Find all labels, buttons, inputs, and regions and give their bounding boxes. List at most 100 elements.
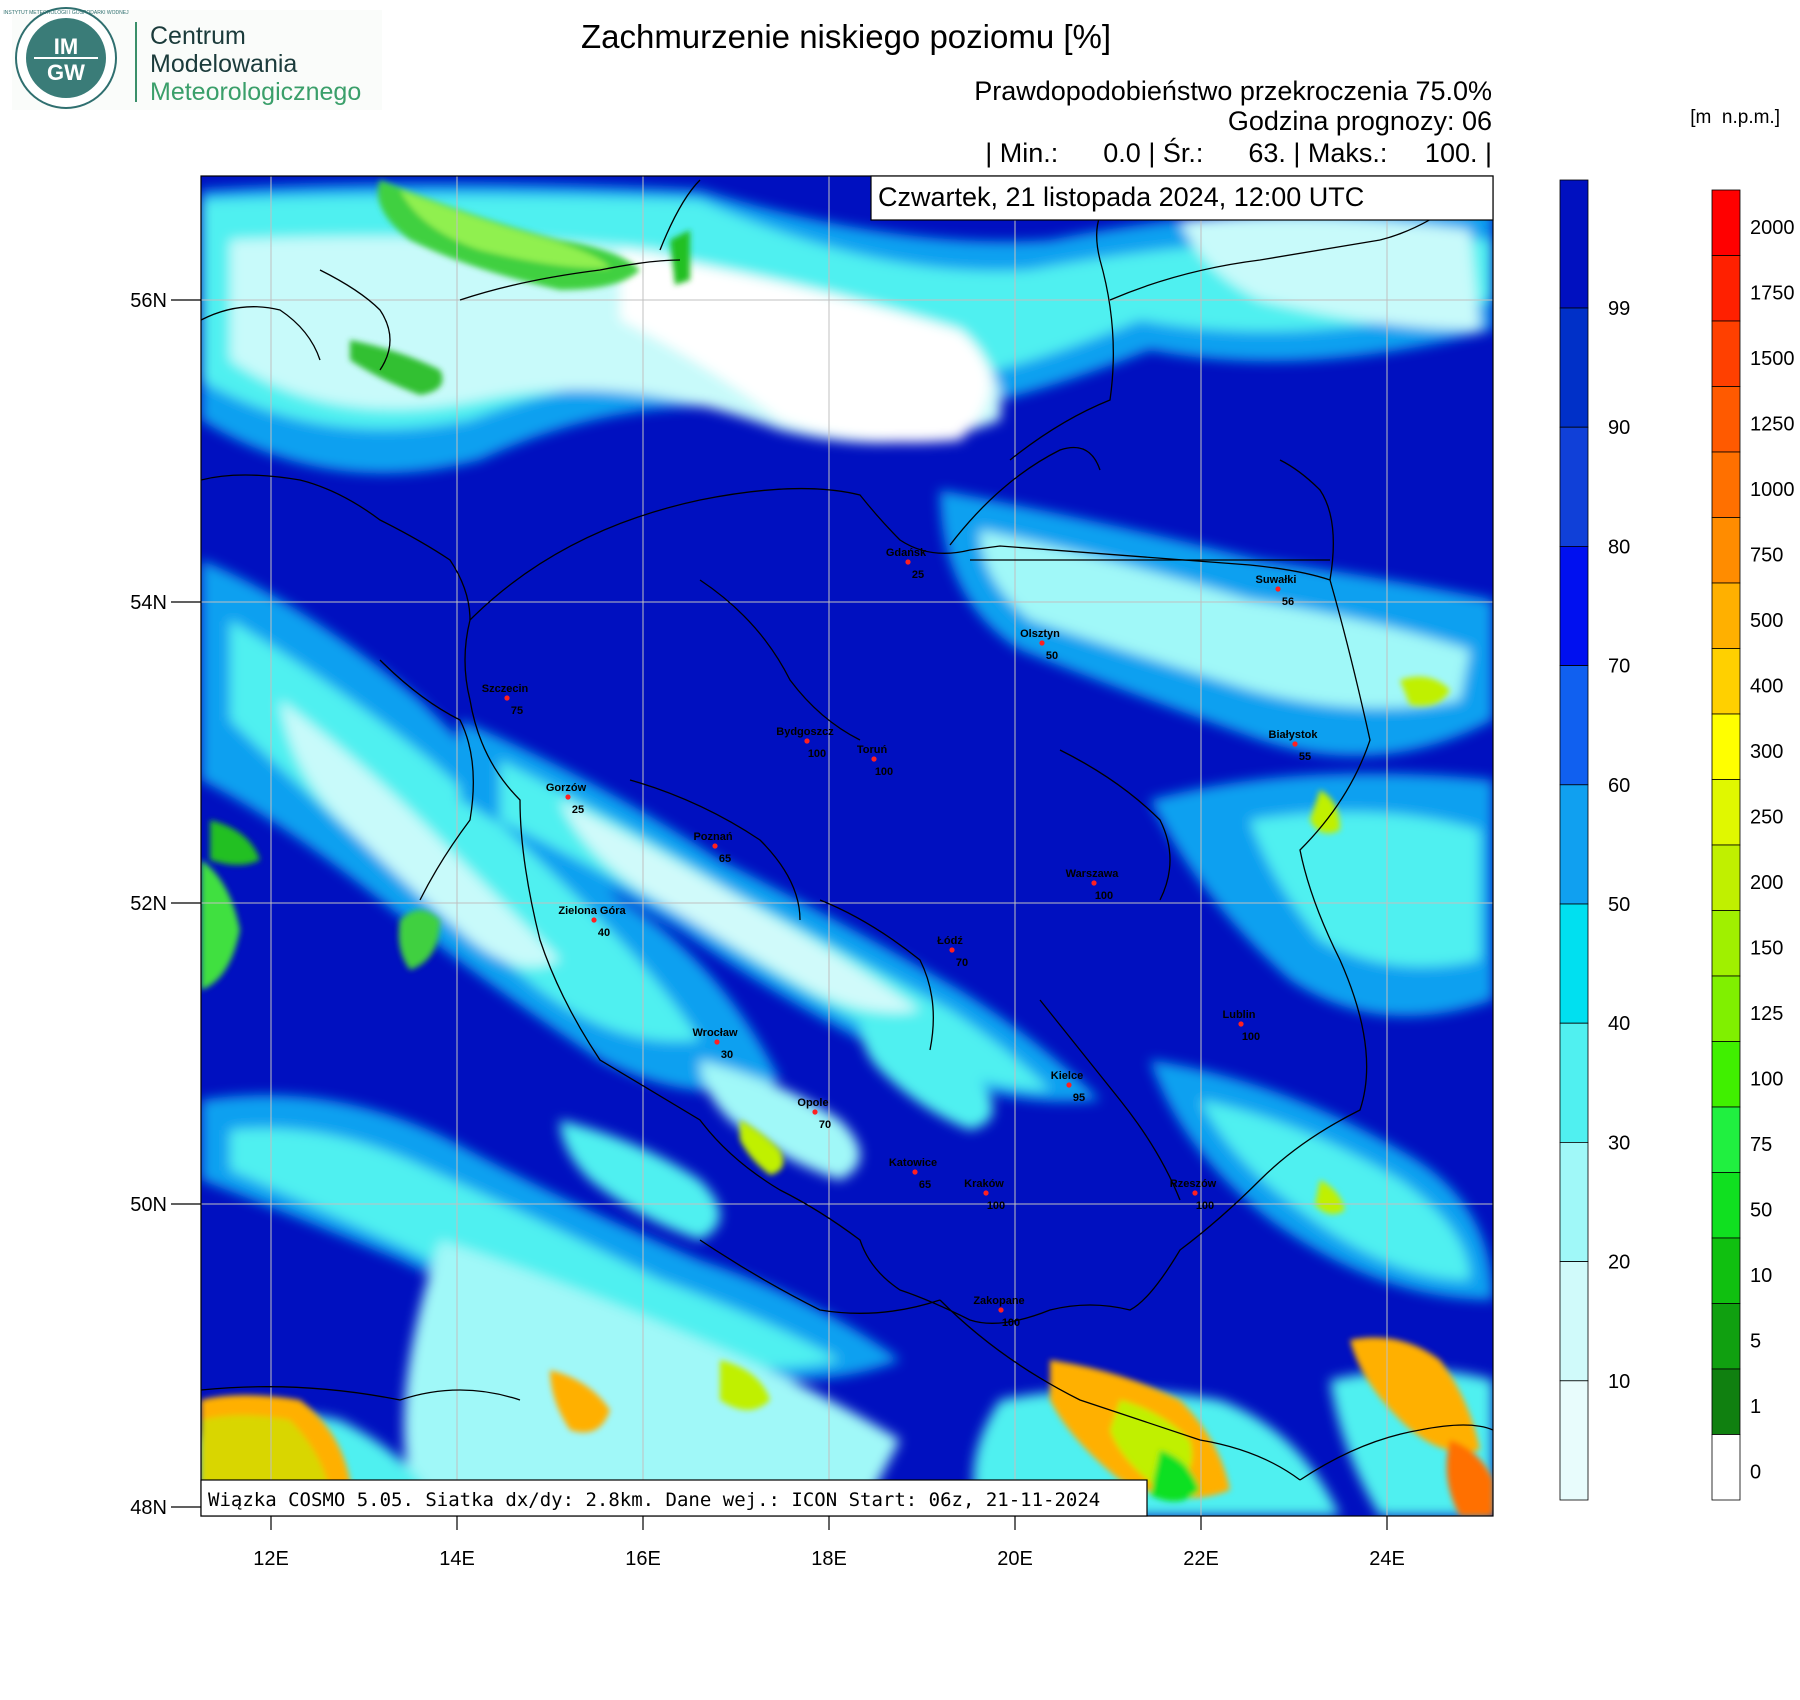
city-value: 25 (912, 569, 924, 581)
terrain-legend-block (1711, 189, 1741, 256)
city-katowice: Katowice 65 (889, 1157, 937, 1191)
cloud-cover-legend: 99 90 80 70 60 50 40 30 20 10 (1559, 179, 1630, 1501)
city-name: Gorzów (546, 782, 587, 794)
probability-text: Prawdopodobieństwo przekroczenia 75.0% (974, 76, 1492, 106)
terrain-legend-label: 10 (1750, 1265, 1772, 1287)
city-value: 100 (1242, 1031, 1260, 1043)
cloud-legend-block (1559, 1261, 1589, 1382)
cloud-legend-label: 50 (1608, 894, 1630, 916)
cloud-legend-label: 90 (1608, 417, 1630, 439)
lon-tick-label: 20E (997, 1548, 1033, 1570)
latitude-axis: 56N 54N 52N 50N 48N (130, 290, 201, 1519)
cloud-legend-label: 60 (1608, 775, 1630, 797)
ukraine-border (1299, 1424, 1493, 1481)
logo-badge-bottom: GW (47, 60, 85, 85)
city-name: Wrocław (692, 1027, 737, 1039)
borders (201, 179, 1493, 1481)
city-value: 100 (808, 748, 826, 760)
poland-border (464, 487, 1371, 1324)
terrain-legend-label: 0 (1750, 1461, 1761, 1483)
map-field: Gdańsk 25 Suwałki 56 Olsztyn 50 Szczecin 75 Bydg… (201, 176, 1493, 1516)
city-olsztyn: Olsztyn 50 (1020, 628, 1060, 662)
city-name: Kraków (964, 1178, 1004, 1190)
terrain-legend-label: 1500 (1750, 348, 1795, 370)
terrain-legend-block (1711, 582, 1741, 649)
terrain-legend-label: 50 (1750, 1199, 1772, 1221)
cloud-legend-label: 20 (1608, 1252, 1630, 1274)
city-gorz-w: Gorzów 25 (546, 782, 587, 816)
city-name: Suwałki (1256, 574, 1297, 586)
terrain-legend-block (1711, 320, 1741, 387)
city-pozna-: Poznań 65 (693, 831, 732, 865)
city-zakopane: Zakopane 100 (973, 1295, 1024, 1329)
terrain-legend-label: 200 (1750, 872, 1783, 894)
city-dot (912, 1169, 918, 1175)
lon-tick-label: 24E (1369, 1548, 1405, 1570)
map-title: Zachmurzenie niskiego poziomu [%] (581, 18, 1111, 55)
terrain-legend-block (1711, 451, 1741, 518)
terrain-legend-label: 400 (1750, 675, 1783, 697)
lithuania-border (1279, 459, 1334, 581)
cloud-legend-block (1559, 179, 1589, 309)
city-name: Warszawa (1066, 868, 1120, 880)
alps-border (201, 1386, 521, 1401)
city-value: 30 (721, 1049, 733, 1061)
city-markers: Gdańsk 25 Suwałki 56 Olsztyn 50 Szczecin 75 Bydg… (482, 547, 1319, 1329)
city-zielona-g-ra: Zielona Góra 40 (558, 905, 626, 939)
city-dot (949, 947, 955, 953)
lon-tick-label: 16E (625, 1548, 661, 1570)
lat-tick-label: 56N (130, 290, 167, 312)
logo-ring-text: INSTYTUT METEOROLOGII I GOSPODARKI WODNE… (3, 10, 129, 16)
cloud-legend-label: 70 (1608, 656, 1630, 678)
voivodeship-line-1 (1059, 749, 1171, 901)
city-dot (1292, 741, 1298, 747)
city-name: Kielce (1051, 1070, 1083, 1082)
terrain-legend-label: 500 (1750, 610, 1783, 632)
cloud-legend-label: 30 (1608, 1132, 1630, 1154)
cloud-legend-block (1559, 665, 1589, 786)
city-dot (1091, 880, 1097, 886)
city-value: 100 (875, 766, 893, 778)
imgw-logo: IM GW INSTYTUT METEOROLOGII I GOSPODARKI… (3, 7, 382, 110)
german-coast (201, 474, 471, 621)
city-warszawa: Warszawa 100 (1066, 868, 1120, 902)
model-info-frame (200, 1479, 1148, 1517)
city-dot (504, 695, 510, 701)
logo-name-line2: Modelowania (150, 50, 297, 78)
city-dot (983, 1190, 989, 1196)
terrain-legend-label: 1750 (1750, 282, 1795, 304)
city-value: 100 (1002, 1317, 1020, 1329)
city-kielce: Kielce 95 (1051, 1070, 1085, 1104)
voivodeship-line-4 (699, 579, 861, 741)
city-value: 95 (1073, 1092, 1085, 1104)
danish-coast-1 (201, 306, 321, 361)
city-name: Opole (797, 1097, 828, 1109)
latvia-coast (1109, 239, 1381, 301)
forecast-hour-text: Godzina prognozy: 06 (1228, 106, 1492, 136)
city-name: Zakopane (973, 1295, 1024, 1307)
terrain-legend-block (1711, 1106, 1741, 1173)
terrain-legend-label: 300 (1750, 741, 1783, 763)
terrain-legend-block (1711, 1303, 1741, 1370)
cloud-legend-block (1559, 784, 1589, 905)
czech-slovak-border (699, 1239, 941, 1314)
model-info-box: Wiązka COSMO 5.05. Siatka dx/dy: 2.8km. … (200, 1479, 1148, 1517)
terrain-unit-label: [m n.p.m.] (1690, 107, 1780, 128)
city-value: 70 (956, 957, 968, 969)
city-dot (591, 917, 597, 923)
graticule (201, 176, 1493, 1516)
lat-tick-label: 48N (130, 1497, 167, 1519)
stats-text: | Min.: 0.0 | Śr.: 63. | Maks.: 100. | (985, 136, 1492, 168)
logo-name-line3: Meteorologicznego (150, 78, 361, 106)
terrain-legend-label: 150 (1750, 937, 1783, 959)
terrain-legend-block (1711, 386, 1741, 453)
voivodeship-line-3 (629, 779, 801, 921)
city-dot (1039, 640, 1045, 646)
cloud-legend-block (1559, 903, 1589, 1024)
vistula-spit (949, 446, 1101, 546)
city-value: 75 (511, 705, 523, 717)
cloud-legend-label: 40 (1608, 1013, 1630, 1035)
city-name: Gdańsk (886, 547, 927, 559)
terrain-legend-block (1711, 517, 1741, 584)
germany-border (379, 659, 474, 901)
